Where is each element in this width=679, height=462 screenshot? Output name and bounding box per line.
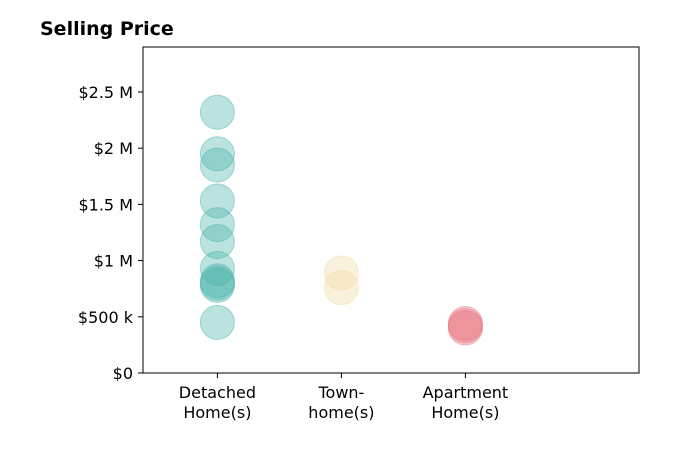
x-tick-label-line: Apartment [423, 383, 509, 402]
data-point [199, 147, 235, 183]
y-tick-label: $2.5 M [78, 83, 133, 102]
data-point [199, 223, 235, 259]
y-axis: $0 $500 k $1 M $1.5 M $2 M $2.5 M [78, 83, 143, 383]
y-tick-label: $0 [113, 364, 133, 383]
y-tick-label: $1 M [94, 252, 133, 271]
y-tick-label: $500 k [78, 308, 134, 327]
data-point [323, 255, 359, 291]
x-tick-label-line: home(s) [308, 403, 374, 422]
x-tick-label-line: Home(s) [183, 403, 251, 422]
y-tick-label: $1.5 M [78, 195, 133, 214]
x-tick-label-line: Town- [317, 383, 364, 402]
y-tick-label: $2 M [94, 139, 133, 158]
data-point [199, 304, 235, 340]
plot-frame [142, 46, 640, 374]
plot-points [199, 94, 483, 346]
x-tick-label-line: Home(s) [431, 403, 499, 422]
data-point [323, 270, 359, 306]
chart-title: Selling Price [40, 18, 174, 40]
data-point [199, 265, 235, 301]
data-point [447, 308, 483, 344]
x-tick-label: Town-home(s) [308, 383, 374, 422]
data-point [199, 136, 235, 172]
x-tick-label-line: Detached [179, 383, 256, 402]
data-point [199, 94, 235, 130]
x-axis: DetachedHome(s)Town-home(s)ApartmentHome… [179, 373, 508, 422]
